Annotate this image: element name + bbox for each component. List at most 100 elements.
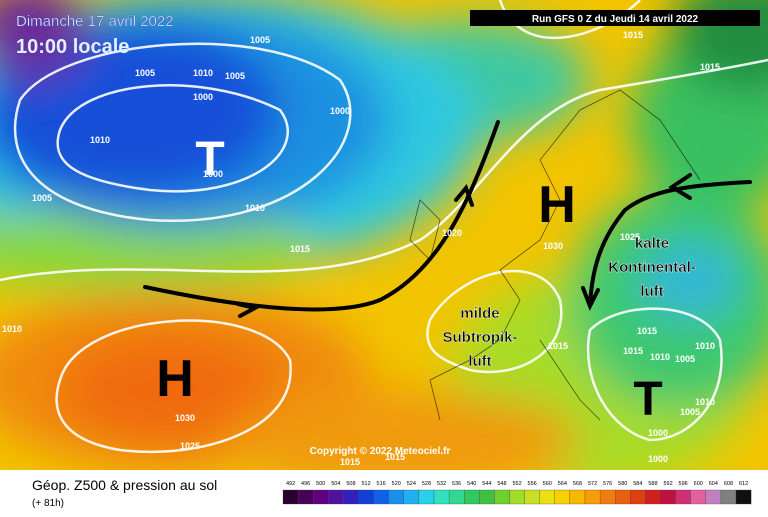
legend-label: 492: [286, 481, 295, 487]
copyright: Copyright © 2022 Meteociel.fr: [310, 446, 451, 457]
legend-label: 592: [663, 481, 672, 487]
legend-swatch: [388, 489, 404, 505]
isobar-label: 1000: [648, 428, 668, 438]
legend-label: 500: [316, 481, 325, 487]
pressure-system: H: [156, 350, 194, 408]
legend-swatch: [660, 489, 676, 505]
legend-label: 572: [588, 481, 597, 487]
air-mass-note: milde: [460, 305, 499, 322]
isobar-label: 1010: [193, 68, 213, 78]
legend-swatch: [524, 489, 540, 505]
legend-swatch: [675, 489, 691, 505]
legend-swatch: [645, 489, 661, 505]
legend-swatch: [433, 489, 450, 505]
legend-swatch: [448, 489, 465, 505]
legend-swatch: [705, 489, 722, 505]
footer-title: Géop. Z500 & pression au sol: [32, 477, 217, 493]
isobar-label: 1000: [203, 169, 223, 179]
legend-swatch: [599, 489, 616, 505]
legend-label: 524: [407, 481, 416, 487]
isobar-label: 1005: [135, 68, 155, 78]
isobar-label: 1025: [180, 441, 200, 451]
legend-swatch: [494, 489, 510, 505]
time: 10:00 locale: [16, 36, 129, 58]
field: [0, 0, 768, 470]
legend-label: 504: [331, 481, 340, 487]
legend-swatch: [554, 489, 571, 505]
isobar-label: 1015: [340, 457, 360, 467]
air-mass-note: luft: [468, 353, 491, 370]
legend-label: 532: [437, 481, 446, 487]
legend-swatch: [539, 489, 555, 505]
isobar-label: 1020: [442, 228, 462, 238]
legend-swatch: [464, 489, 480, 505]
legend-label: 576: [603, 481, 612, 487]
isobar-label: 1010: [650, 352, 670, 362]
legend-swatch: [690, 489, 706, 505]
isobar-label: 1015: [385, 452, 405, 462]
legend-label: 512: [361, 481, 370, 487]
legend-label: 564: [558, 481, 567, 487]
legend-swatch: [403, 489, 420, 505]
legend-swatch: [418, 489, 435, 505]
isobar-label: 1010: [695, 397, 715, 407]
legend-label: 520: [392, 481, 401, 487]
isobar-label: 1015: [623, 30, 643, 40]
legend-swatch: [630, 489, 646, 505]
isobar-label: 1015: [548, 341, 568, 351]
isobar-label: 1015: [290, 244, 310, 254]
legend-label: 508: [346, 481, 355, 487]
isobar-label: 1005: [225, 71, 245, 81]
legend-label: 608: [724, 481, 733, 487]
isobar-label: 1000: [193, 92, 213, 102]
legend-label: 584: [633, 481, 642, 487]
isobar-label: 1010: [90, 135, 110, 145]
legend-swatch: [373, 489, 389, 505]
air-mass-note: luft: [640, 283, 663, 300]
legend-label: 568: [573, 481, 582, 487]
isobar-label: 1030: [175, 413, 195, 423]
legend-swatch: [328, 489, 344, 505]
legend-label: 612: [739, 481, 748, 487]
legend-swatch: [615, 489, 631, 505]
legend-label: 580: [618, 481, 627, 487]
legend-label: 604: [709, 481, 718, 487]
isobar-label: 1010: [2, 324, 22, 334]
legend-label: 556: [528, 481, 537, 487]
legend-swatch: [358, 489, 374, 505]
legend-swatch: [720, 489, 737, 505]
legend-swatch: [735, 489, 752, 505]
isobar-label: 1005: [32, 193, 52, 203]
legend-swatch: [343, 489, 359, 505]
isobar-label: 1015: [623, 346, 643, 356]
legend-swatch: [313, 489, 329, 505]
isobar-label: 1005: [675, 354, 695, 364]
isobar-label: 1010: [695, 341, 715, 351]
legend-label: 540: [467, 481, 476, 487]
run-info: Run GFS 0 Z du Jeudi 14 avril 2022: [532, 14, 699, 25]
legend-swatch: [584, 489, 601, 505]
legend-label: 516: [377, 481, 386, 487]
air-mass-note: Kontinental-: [608, 259, 696, 276]
isobar-label: 1005: [250, 35, 270, 45]
isobar-label: 1000: [330, 106, 350, 116]
legend-swatch: [479, 489, 495, 505]
legend-swatch: [297, 489, 314, 505]
lead-time: (+ 81h): [32, 498, 64, 509]
legend-swatch: [282, 489, 299, 505]
date: Dimanche 17 avril 2022: [16, 13, 174, 30]
isobar-label: 1005: [680, 407, 700, 417]
legend-label: 560: [543, 481, 552, 487]
pressure-system: H: [538, 176, 576, 234]
isobar-label: 1025: [620, 232, 640, 242]
legend-label: 596: [679, 481, 688, 487]
isobar-label: 1030: [543, 241, 563, 251]
pressure-system: T: [195, 133, 224, 186]
legend-swatch: [569, 489, 586, 505]
legend-label: 496: [301, 481, 310, 487]
legend-label: 588: [648, 481, 657, 487]
legend-swatch: [509, 489, 525, 505]
pressure-system: T: [633, 373, 662, 426]
isobar-label: 1015: [637, 326, 657, 336]
